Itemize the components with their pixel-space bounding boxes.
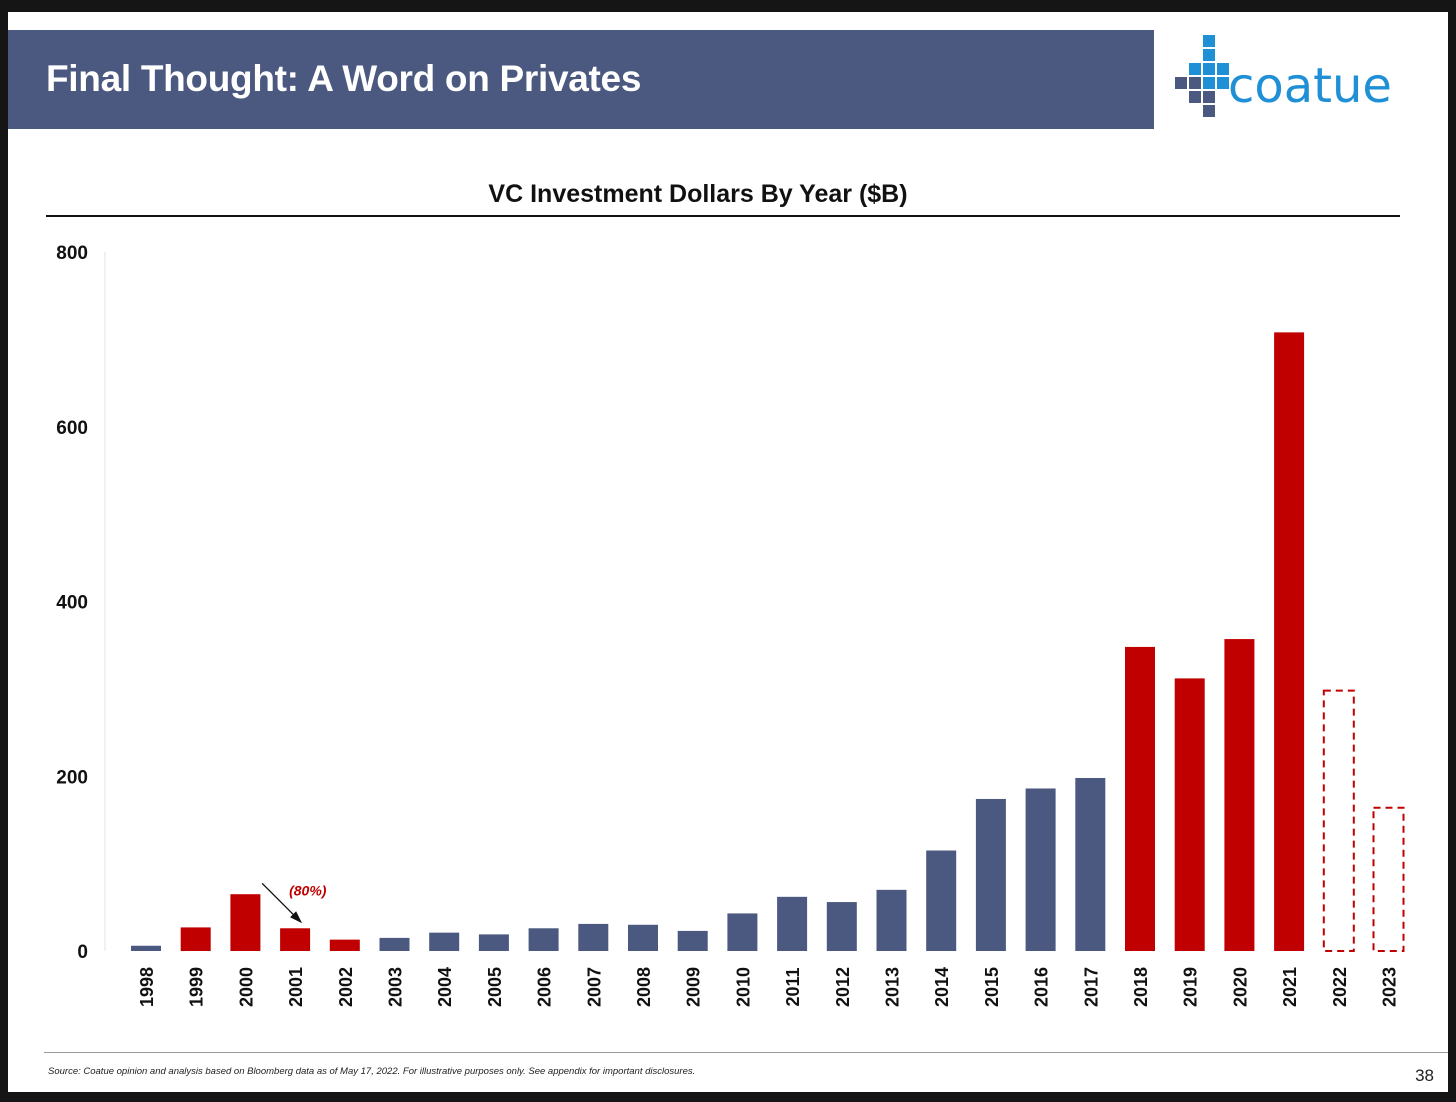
x-tick-label: 2018 (1131, 967, 1151, 1007)
x-tick-label: 2003 (386, 967, 406, 1007)
x-tick-label: 2011 (783, 967, 803, 1006)
bar-1998 (131, 945, 161, 951)
y-tick-label: 400 (56, 593, 88, 614)
bar-2012 (826, 902, 857, 951)
x-tick-label: 2016 (1032, 967, 1052, 1007)
x-tick-label: 2015 (982, 967, 1002, 1007)
annotation-arrowhead-icon (290, 911, 303, 924)
x-tick-label: 2001 (286, 967, 306, 1007)
x-tick-label: 2005 (485, 967, 505, 1007)
x-tick-label: 2004 (435, 967, 455, 1007)
bar-2006 (528, 928, 559, 951)
bar-2002 (329, 939, 360, 951)
bar-1999 (180, 927, 211, 951)
bar-2016 (1025, 788, 1056, 951)
source-note: Source: Coatue opinion and analysis base… (48, 1066, 696, 1077)
bar-2022 (1322, 689, 1355, 952)
coatue-logo: coatue (1175, 35, 1392, 117)
y-tick-label: 0 (77, 942, 88, 963)
footer-rule (44, 1052, 1448, 1053)
bars (131, 332, 1405, 953)
x-tick-label: 2022 (1330, 967, 1350, 1007)
y-tick-label: 200 (56, 767, 88, 788)
x-tick-label: 2014 (932, 967, 952, 1007)
bar-2000 (230, 894, 261, 951)
x-tick-label: 2008 (634, 967, 654, 1007)
annotation-arrow-line (261, 882, 298, 919)
x-axis-labels: 1998 1999 2000 2001 2002 2003 2004 2005 2006 2007… (137, 967, 1400, 1007)
x-tick-label: 2023 (1380, 967, 1400, 1007)
bar-2009 (677, 930, 708, 951)
chart-title: VC Investment Dollars By Year ($B) (488, 180, 907, 208)
x-tick-label: 2021 (1280, 967, 1300, 1007)
annotation-label: (80%) (289, 882, 327, 898)
bar-2021 (1274, 332, 1305, 951)
bar-2007 (578, 923, 609, 951)
bar-2018 (1125, 646, 1155, 951)
x-tick-label: 1999 (187, 967, 207, 1007)
slide: Final Thought: A Word on Privates coatue… (8, 12, 1448, 1092)
bar-2005 (478, 934, 509, 951)
bar-2015 (975, 798, 1006, 951)
bar-2010 (727, 913, 758, 951)
x-tick-label: 2013 (883, 967, 903, 1007)
bar-2011 (777, 896, 808, 951)
y-tick-label: 600 (56, 418, 88, 439)
bar-2014 (926, 850, 957, 951)
bar-2003 (379, 937, 410, 951)
bar-2019 (1174, 678, 1205, 951)
bar-chart: VC Investment Dollars By Year ($B) 02004… (46, 180, 1405, 1007)
x-tick-label: 2006 (535, 967, 555, 1007)
x-tick-label: 2009 (684, 967, 704, 1007)
bar-2017 (1075, 777, 1106, 951)
bar-2008 (628, 924, 658, 951)
x-tick-label: 2010 (733, 967, 753, 1007)
page-number: 38 (1415, 1066, 1434, 1085)
y-tick-label: 800 (56, 243, 88, 264)
x-tick-label: 2012 (833, 967, 853, 1007)
x-tick-label: 1998 (137, 967, 157, 1007)
bar-2020 (1224, 639, 1255, 951)
logo-text: coatue (1228, 58, 1392, 114)
x-tick-label: 2000 (236, 967, 256, 1007)
bar-2013 (876, 889, 907, 951)
bar-2001 (280, 928, 311, 951)
x-tick-label: 2020 (1230, 967, 1250, 1007)
x-tick-label: 2019 (1181, 967, 1201, 1007)
logo-mark-icon (1175, 35, 1229, 117)
x-tick-label: 2017 (1081, 967, 1101, 1007)
header-band (8, 30, 1154, 129)
x-tick-label: 2007 (584, 967, 604, 1007)
y-axis-ticks: 0 200 400 600 800 (56, 243, 88, 963)
bar-2023 (1372, 806, 1405, 953)
bar-2004 (429, 932, 460, 951)
slide-title: Final Thought: A Word on Privates (46, 58, 642, 99)
annotations: (80%) (261, 882, 327, 924)
x-tick-label: 2002 (336, 967, 356, 1007)
